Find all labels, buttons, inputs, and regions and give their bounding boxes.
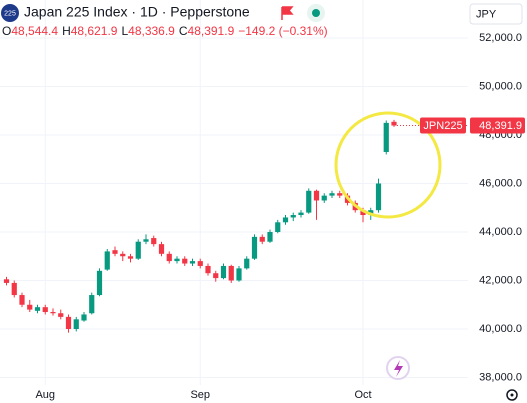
settings-icon-center bbox=[510, 393, 514, 397]
settings-icon[interactable] bbox=[506, 389, 518, 401]
candle-body bbox=[329, 193, 335, 196]
symbol-badge bbox=[1, 4, 19, 22]
candle-body bbox=[120, 253, 126, 257]
candle-body bbox=[259, 236, 265, 242]
ohlc-value: 48,336.9 bbox=[128, 24, 175, 38]
candle-body bbox=[360, 210, 366, 216]
ohlc-legend: O48,544.4 H48,621.9 L48,336.9 C48,391.9 −149… bbox=[2, 24, 328, 38]
candle-body bbox=[174, 258, 180, 262]
candle-body bbox=[81, 314, 87, 321]
candle-body bbox=[282, 217, 289, 223]
candle-body bbox=[58, 313, 64, 317]
candle-body bbox=[251, 236, 258, 259]
candle-body bbox=[321, 195, 327, 201]
ohlc-key: C bbox=[179, 24, 188, 38]
candle-body bbox=[151, 238, 157, 245]
candle-body bbox=[96, 270, 103, 296]
candle-body bbox=[143, 239, 149, 242]
candle-body bbox=[197, 261, 203, 266]
candle-body bbox=[104, 251, 110, 270]
candle-body bbox=[3, 279, 10, 283]
symbol-label-box bbox=[420, 117, 466, 134]
candles bbox=[3, 119, 397, 333]
y-tick-label: 52,000.0 bbox=[479, 32, 522, 44]
ohlc-key: H bbox=[62, 24, 71, 38]
candle-body bbox=[135, 241, 141, 259]
highlight-circle bbox=[334, 111, 442, 219]
candle-body bbox=[220, 265, 227, 279]
ohlc-value: 48,544.4 bbox=[11, 24, 58, 38]
candle-body bbox=[337, 193, 343, 196]
change: −149.2 (−0.31%) bbox=[238, 24, 327, 38]
candle-body bbox=[275, 222, 281, 233]
candle-body bbox=[383, 122, 389, 152]
candle-body bbox=[236, 268, 242, 281]
candle-body bbox=[65, 316, 72, 330]
candle-body bbox=[50, 312, 56, 314]
ohlc-key: L bbox=[121, 24, 128, 38]
candle-body bbox=[182, 258, 188, 264]
y-tick-label: 38,000.0 bbox=[479, 371, 522, 383]
ohlc-value: 48,391.9 bbox=[188, 24, 235, 38]
candle-body bbox=[391, 121, 397, 126]
candle-body bbox=[19, 295, 25, 305]
candle-body bbox=[205, 265, 211, 274]
candle-body bbox=[73, 319, 79, 330]
candle-body bbox=[127, 256, 134, 259]
candle-body bbox=[158, 244, 165, 254]
candle-body bbox=[228, 265, 234, 281]
symbol-badge-text: 225 bbox=[4, 10, 16, 17]
flag-icon[interactable] bbox=[281, 6, 294, 20]
candle-body bbox=[11, 282, 17, 296]
candle-body bbox=[375, 183, 382, 211]
chart-title: Japan 225 Index · 1D · Pepperstone bbox=[24, 4, 250, 20]
overlay: JPN225 48,391.9 bbox=[334, 111, 525, 401]
currency-box[interactable] bbox=[469, 3, 523, 25]
candle-body bbox=[112, 250, 118, 254]
candle-body bbox=[368, 210, 374, 216]
header: 225 Japan 225 Index · 1D · Pepperstone O… bbox=[1, 3, 523, 38]
y-tick-label: 40,000.0 bbox=[479, 323, 522, 335]
status-icon[interactable] bbox=[312, 9, 320, 17]
price-label: 48,391.9 bbox=[479, 120, 522, 132]
candle-body bbox=[313, 190, 320, 201]
y-tick-label: 46,000.0 bbox=[479, 177, 522, 189]
candle-body bbox=[244, 258, 250, 269]
y-tick-label: 50,000.0 bbox=[479, 80, 522, 92]
candle-body bbox=[306, 190, 312, 213]
candle-body bbox=[189, 261, 196, 264]
ohlc-key: O bbox=[2, 24, 11, 38]
ohlc-value: 48,621.9 bbox=[71, 24, 118, 38]
x-tick-label: Oct bbox=[354, 389, 371, 401]
x-tick-label: Aug bbox=[35, 389, 55, 401]
logo-bolt bbox=[394, 360, 403, 377]
candle-body bbox=[42, 307, 48, 313]
candle-body bbox=[27, 304, 33, 310]
price-label-box bbox=[470, 117, 525, 134]
currency: JPY bbox=[476, 8, 497, 20]
candle-body bbox=[166, 253, 172, 262]
symbol-label: JPN225 bbox=[423, 120, 462, 132]
candle-body bbox=[290, 215, 296, 218]
candle-body bbox=[267, 232, 273, 242]
y-tick-label: 42,000.0 bbox=[479, 274, 522, 286]
candle-body bbox=[298, 212, 304, 216]
candle-body bbox=[34, 307, 41, 311]
candle-body bbox=[213, 273, 219, 279]
y-tick-label: 44,000.0 bbox=[479, 226, 522, 238]
x-tick-label: Sep bbox=[190, 389, 210, 401]
candle-body bbox=[89, 295, 95, 314]
